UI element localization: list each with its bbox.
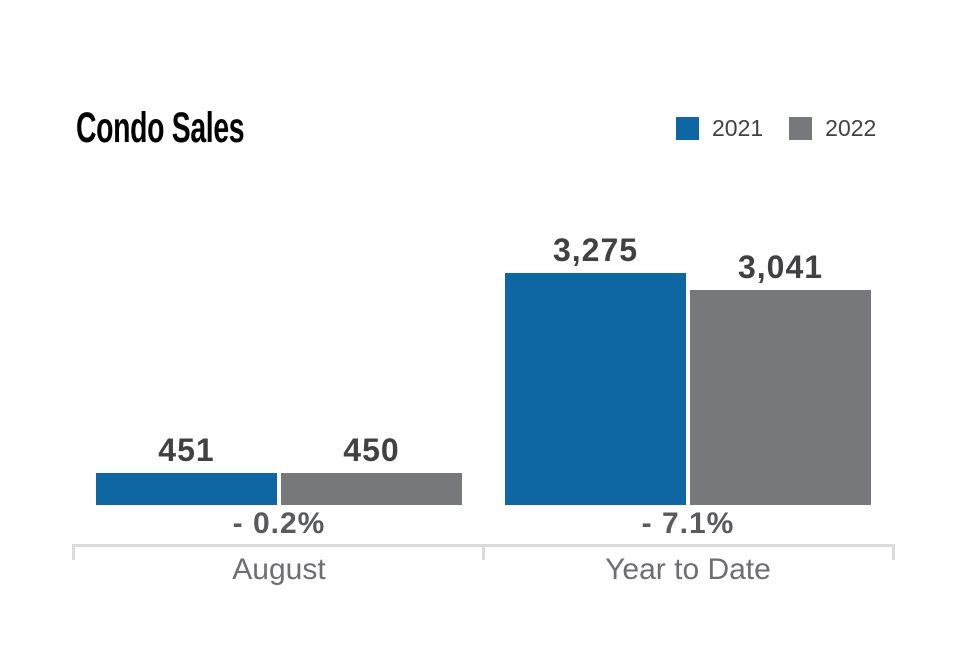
bar-2021-august <box>96 473 277 505</box>
bar-value-label: 451 <box>158 432 215 468</box>
bar-2022-year-to-date <box>690 290 871 505</box>
pct-change-label: - 7.1% <box>641 507 735 540</box>
x-axis-tick-2 <box>892 544 895 560</box>
pct-change-label: - 0.2% <box>232 507 326 540</box>
legend-swatch-2022 <box>789 117 813 140</box>
bar-value-label: 3,275 <box>552 232 639 268</box>
bar-value-label: 3,041 <box>737 249 824 285</box>
bar-2022-august <box>281 473 462 505</box>
legend-label: 2021 <box>712 115 764 141</box>
legend-label: 2022 <box>825 115 877 141</box>
legend-item-2021: 2021 <box>676 117 763 140</box>
chart-legend: 2021 2022 <box>676 117 876 140</box>
legend-swatch-2021 <box>676 117 699 140</box>
category-label: August <box>232 553 326 586</box>
category-label: Year to Date <box>605 553 771 586</box>
bar-2021-year-to-date <box>505 273 686 505</box>
x-axis-tick-0 <box>72 544 75 560</box>
bar-value-label: 450 <box>343 432 400 468</box>
legend-item-2022: 2022 <box>789 117 876 140</box>
x-axis-tick-1 <box>482 544 485 560</box>
chart-title: Condo Sales <box>76 104 245 152</box>
x-axis: August Year to Date <box>72 544 895 604</box>
